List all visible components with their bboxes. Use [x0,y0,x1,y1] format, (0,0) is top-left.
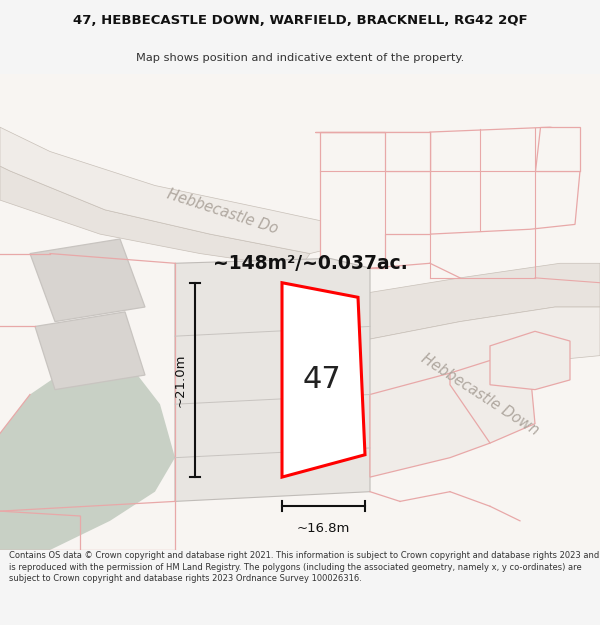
Polygon shape [35,312,145,389]
Text: Hebbecastle Down: Hebbecastle Down [418,351,542,438]
Polygon shape [282,282,365,477]
Text: Map shows position and indicative extent of the property.: Map shows position and indicative extent… [136,52,464,62]
Polygon shape [175,258,370,501]
Text: Hebbecastle Do: Hebbecastle Do [165,187,280,237]
Text: ~16.8m: ~16.8m [297,522,350,535]
Polygon shape [0,127,360,254]
Text: Contains OS data © Crown copyright and database right 2021. This information is : Contains OS data © Crown copyright and d… [9,551,599,583]
Polygon shape [370,373,490,477]
Text: ~21.0m: ~21.0m [174,353,187,407]
Polygon shape [315,132,430,171]
Polygon shape [30,239,145,322]
Polygon shape [490,331,570,389]
Polygon shape [450,361,535,443]
Polygon shape [535,127,580,171]
Polygon shape [0,74,600,550]
Polygon shape [420,127,580,234]
Polygon shape [270,263,600,380]
Polygon shape [270,307,600,443]
Text: 47: 47 [302,366,341,394]
Polygon shape [0,361,175,550]
Polygon shape [0,166,310,268]
Text: ~148m²/~0.037ac.: ~148m²/~0.037ac. [212,254,407,272]
Polygon shape [320,132,430,268]
Text: 47, HEBBECASTLE DOWN, WARFIELD, BRACKNELL, RG42 2QF: 47, HEBBECASTLE DOWN, WARFIELD, BRACKNEL… [73,14,527,27]
